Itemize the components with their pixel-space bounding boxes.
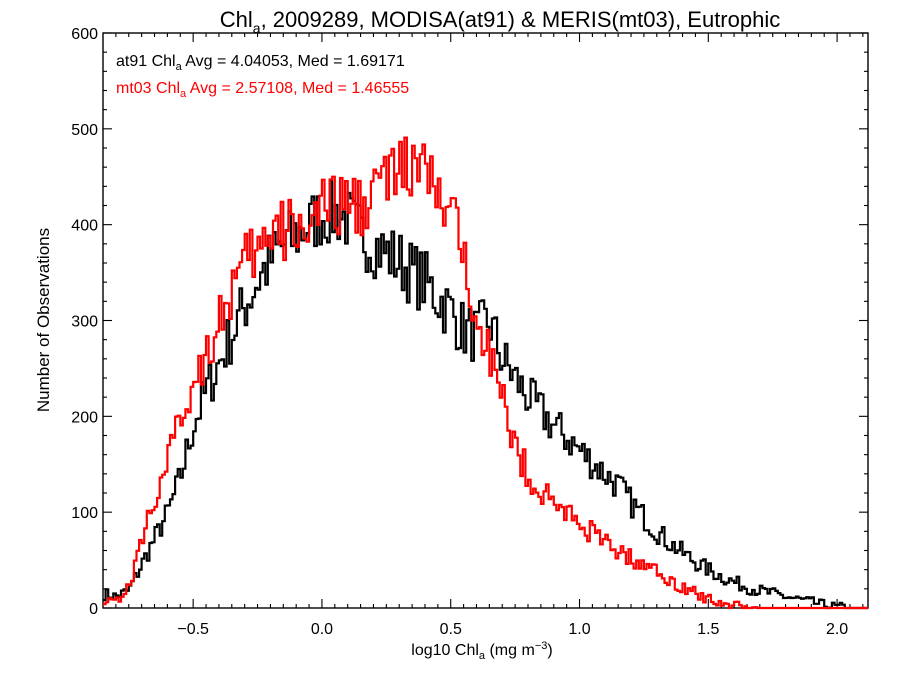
x-tick-label: 2.0 [826, 621, 848, 638]
legend-at91-subscript: a [176, 61, 183, 73]
legend-mt03-subscript: a [180, 88, 187, 100]
y-axis-label: Number of Observations [34, 228, 53, 412]
chart-title: Chla, 2009289, MODISA(at91) & MERIS(mt03… [220, 7, 780, 36]
legend-at91-values: Avg = 4.04053, Med = 1.69171 [182, 53, 405, 70]
series-at91-histogram [103, 179, 868, 610]
y-tick-label: 400 [71, 218, 98, 235]
chart-title-prefix: Chl [220, 7, 253, 32]
x-tick-label: 0.0 [311, 621, 333, 638]
x-axis-label-prefix: log10 Chl [411, 642, 479, 659]
x-axis-label-superscript: −3 [535, 640, 548, 652]
x-axis-label-units: (mg m [485, 642, 535, 659]
x-axis-label-end: ) [547, 642, 552, 659]
legend-at91-stats: at91 Chla Avg = 4.04053, Med = 1.69171 [116, 53, 405, 73]
series-mt03-histogram [103, 136, 868, 610]
y-tick-label: 500 [71, 122, 98, 139]
chart-title-rest: , 2009289, MODISA(at91) & MERIS(mt03), E… [261, 7, 781, 32]
chart-title-subscript: a [253, 20, 261, 36]
y-tick-label: 200 [71, 409, 98, 426]
x-tick-label: 0.5 [440, 621, 462, 638]
x-tick-label: 1.0 [568, 621, 590, 638]
plot-area: −0.5 0.0 0.5 1.0 1.5 2.0 0 100 200 300 400 500 600 [71, 26, 869, 638]
y-tick-label: 100 [71, 505, 98, 522]
legend-at91-prefix: at91 Chl [116, 53, 176, 70]
legend-mt03-prefix: mt03 Chl [116, 80, 180, 97]
y-tick-label: 300 [71, 314, 98, 331]
x-tick-label: −0.5 [177, 621, 209, 638]
legend-mt03-stats: mt03 Chla Avg = 2.57108, Med = 1.46555 [116, 80, 409, 100]
x-axis-label: log10 Chla (mg m−3) [411, 640, 552, 662]
x-axis-label-subscript: a [479, 650, 486, 662]
legend-mt03-values: Avg = 2.57108, Med = 1.46555 [186, 80, 409, 97]
y-tick-label: 600 [71, 26, 98, 43]
y-tick-label: 0 [89, 601, 98, 618]
plot-frame [102, 32, 869, 609]
x-tick-label: 1.5 [697, 621, 719, 638]
